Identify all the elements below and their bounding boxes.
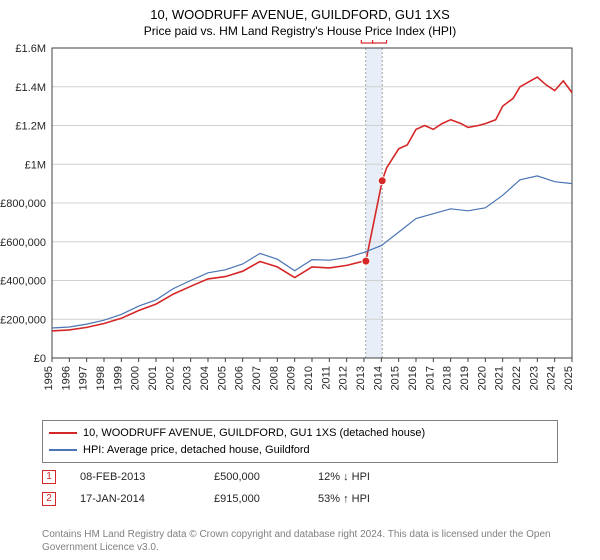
svg-text:£1.2M: £1.2M [15, 121, 46, 133]
svg-text:2000: 2000 [130, 366, 142, 390]
chart-area: £0 £200,000 £400,000 £600,000 £800,000 £1M £1.… [0, 40, 600, 410]
sale-row: 1 08-FEB-2013 £500,000 12% ↓ HPI [42, 466, 562, 488]
svg-text:2023: 2023 [528, 366, 540, 390]
svg-text:2025: 2025 [563, 366, 575, 390]
legend-label: 10, WOODRUFF AVENUE, GUILDFORD, GU1 1XS … [83, 425, 425, 442]
legend-item: HPI: Average price, detached house, Guil… [49, 442, 551, 459]
svg-text:2020: 2020 [476, 366, 488, 390]
svg-text:2010: 2010 [303, 366, 315, 390]
svg-text:£200,000: £200,000 [0, 314, 46, 326]
legend-swatch [49, 432, 77, 434]
legend-item: 10, WOODRUFF AVENUE, GUILDFORD, GU1 1XS … [49, 425, 551, 442]
svg-text:£800,000: £800,000 [0, 198, 46, 210]
svg-text:2007: 2007 [251, 366, 263, 390]
svg-text:2011: 2011 [320, 366, 332, 390]
svg-text:1995: 1995 [43, 366, 55, 390]
sale-note: 53% ↑ HPI [318, 493, 418, 505]
svg-text:2001: 2001 [147, 366, 159, 390]
svg-text:2022: 2022 [511, 366, 523, 390]
svg-text:2024: 2024 [546, 366, 558, 390]
svg-text:2004: 2004 [199, 366, 211, 390]
svg-text:2008: 2008 [268, 366, 280, 390]
legend-swatch [49, 449, 77, 451]
svg-text:1: 1 [366, 40, 372, 43]
sale-row: 2 17-JAN-2014 £915,000 53% ↑ HPI [42, 488, 562, 510]
legend-label: HPI: Average price, detached house, Guil… [83, 442, 310, 459]
sale-price: £915,000 [214, 493, 294, 505]
svg-text:2016: 2016 [407, 366, 419, 390]
svg-text:2021: 2021 [494, 366, 506, 390]
svg-text:£1.6M: £1.6M [15, 43, 46, 55]
footnote: Contains HM Land Registry data © Crown c… [42, 528, 600, 554]
chart-svg: £0 £200,000 £400,000 £600,000 £800,000 £1M £1.… [0, 40, 600, 410]
svg-text:2003: 2003 [182, 366, 194, 390]
sale-marker: 2 [42, 492, 56, 506]
svg-text:2014: 2014 [372, 366, 384, 390]
svg-text:1997: 1997 [78, 366, 90, 390]
svg-text:2015: 2015 [390, 366, 402, 390]
page-title: 10, WOODRUFF AVENUE, GUILDFORD, GU1 1XS [0, 0, 600, 24]
svg-text:2: 2 [377, 40, 383, 43]
svg-text:2018: 2018 [442, 366, 454, 390]
sale-marker: 1 [42, 470, 56, 484]
sale-note: 12% ↓ HPI [318, 471, 418, 483]
svg-text:£1M: £1M [25, 159, 46, 171]
page-subtitle: Price paid vs. HM Land Registry's House … [0, 24, 600, 38]
svg-text:2009: 2009 [286, 366, 298, 390]
sale-date: 08-FEB-2013 [80, 471, 190, 483]
svg-text:£0: £0 [34, 353, 46, 365]
legend: 10, WOODRUFF AVENUE, GUILDFORD, GU1 1XS … [42, 420, 558, 463]
svg-text:£400,000: £400,000 [0, 276, 46, 288]
svg-text:2017: 2017 [424, 366, 436, 390]
svg-text:2005: 2005 [216, 366, 228, 390]
svg-text:1998: 1998 [95, 366, 107, 390]
svg-text:2013: 2013 [355, 366, 367, 390]
svg-text:£600,000: £600,000 [0, 237, 46, 249]
svg-text:1996: 1996 [60, 366, 72, 390]
svg-text:£1.4M: £1.4M [15, 82, 46, 94]
svg-text:2012: 2012 [338, 366, 350, 390]
sales-table: 1 08-FEB-2013 £500,000 12% ↓ HPI 2 17-JAN-201… [42, 466, 562, 510]
svg-text:2019: 2019 [459, 366, 471, 390]
svg-text:1999: 1999 [112, 366, 124, 390]
sale-price: £500,000 [214, 471, 294, 483]
svg-text:2002: 2002 [164, 366, 176, 390]
svg-text:2006: 2006 [234, 366, 246, 390]
sale-date: 17-JAN-2014 [80, 493, 190, 505]
